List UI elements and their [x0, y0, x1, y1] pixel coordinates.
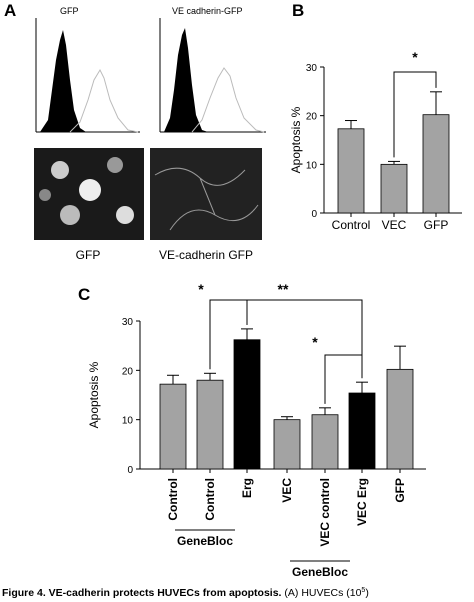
y-tick-label: 10 [122, 416, 134, 427]
x-tick-label: Erg [240, 478, 254, 498]
significance-label: * [198, 281, 204, 297]
x-tick-label: VEC control [318, 478, 332, 547]
y-tick-label: 0 [311, 209, 317, 220]
significance-label: * [312, 334, 318, 350]
significance-label: ** [278, 281, 289, 297]
significance-bracket [246, 299, 363, 379]
caption-text: (A) HUVECs (10 [281, 587, 361, 599]
panel-letter: C [78, 285, 90, 304]
group-label: GeneBloc [292, 565, 348, 579]
histogram-title: GFP [60, 6, 79, 16]
image-label: GFP [76, 248, 101, 262]
caption-sup: 5 [361, 587, 365, 594]
y-tick-label: 20 [122, 366, 134, 377]
y-tick-label: 0 [127, 465, 133, 476]
significance-bracket [324, 354, 363, 404]
y-tick-label: 30 [306, 63, 318, 74]
histogram-title: VE cadherin-GFP [172, 6, 243, 16]
x-tick-label: Control [203, 478, 217, 521]
bar [386, 368, 414, 470]
bar [422, 114, 450, 214]
group-label: GeneBloc [177, 534, 233, 548]
bar [380, 163, 408, 214]
x-tick-label: VEC [382, 218, 407, 232]
y-axis-label: Apoptosis % [87, 361, 101, 428]
image-label: VE-cadherin GFP [159, 248, 253, 262]
x-tick-label: GFP [393, 478, 407, 503]
caption-bold: Figure 4. VE-cadherin protects HUVECs fr… [2, 587, 282, 599]
x-tick-label: Control [166, 478, 180, 521]
y-tick-label: 10 [306, 160, 318, 171]
bar [233, 339, 261, 470]
bar [273, 419, 301, 470]
significance-bracket [393, 71, 437, 158]
bar [196, 379, 224, 470]
bar [337, 128, 365, 214]
caption: Figure 4. VE-cadherin protects HUVECs fr… [2, 587, 369, 599]
panel-letter: A [4, 1, 16, 20]
x-tick-label: Control [332, 218, 371, 232]
panel-letter: B [292, 1, 304, 20]
x-tick-label: VEC [280, 478, 294, 503]
bar [311, 414, 339, 470]
micrograph-right [150, 148, 262, 240]
histogram-left: GFP [35, 6, 140, 133]
bar [159, 383, 187, 470]
y-axis-label: Apoptosis % [289, 106, 303, 173]
histogram-right: VE cadherin-GFP [159, 6, 266, 133]
x-tick-label: GFP [424, 218, 449, 232]
bar [348, 392, 376, 470]
y-tick-label: 30 [122, 317, 134, 328]
significance-label: * [412, 49, 418, 65]
caption-end: ) [365, 587, 369, 599]
x-tick-label: VEC Erg [355, 478, 369, 526]
micrograph-left [34, 148, 144, 240]
y-tick-label: 20 [306, 112, 318, 123]
